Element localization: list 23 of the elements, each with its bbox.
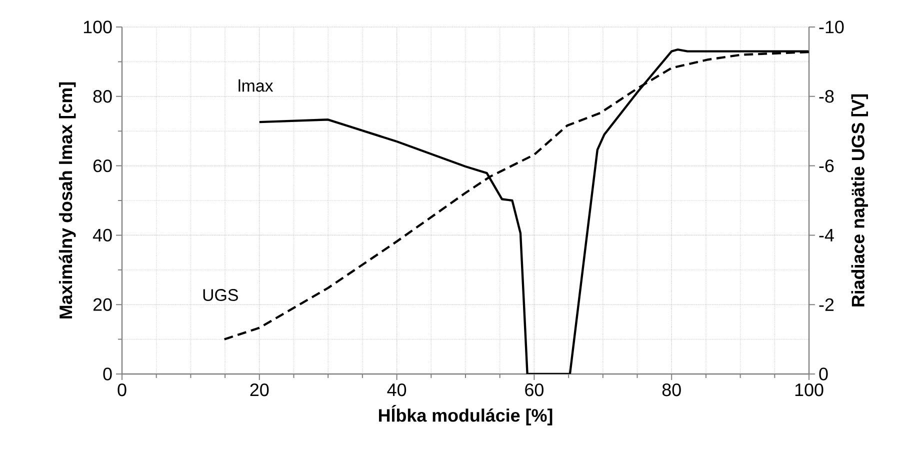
x-tick-label: 20: [250, 383, 269, 396]
y-tick-label: 100: [84, 20, 112, 34]
y2-tick-label: -10: [819, 20, 844, 34]
y-tick-label: 60: [93, 159, 112, 172]
y2-tick-label: -4: [819, 229, 834, 242]
y-tick-label: 80: [93, 90, 112, 103]
x-axis-title: Hĺbka modulácie [%]: [379, 405, 552, 426]
y-axis-title: Maximálny dosah lmax [cm]: [58, 82, 76, 318]
x-tick-label: 0: [118, 383, 126, 396]
y-tick-label: 40: [92, 228, 112, 242]
x-tick-label: 40: [387, 383, 406, 396]
series-label: UGS: [203, 289, 238, 302]
y2-tick-label: -8: [819, 90, 834, 103]
y-tick-label: 0: [103, 368, 112, 380]
y2-tick-label: -2: [819, 298, 834, 311]
y2-tick-label: 0: [819, 368, 828, 380]
x-tick-label: 80: [662, 383, 681, 396]
y-tick-label: 20: [93, 298, 112, 311]
y2-tick-label: -6: [819, 159, 834, 172]
x-tick-label: 60: [525, 383, 544, 396]
y2-axis-title: Riadiace napätie UGS [V]: [851, 94, 868, 306]
x-tick-label: 100: [795, 383, 824, 396]
series-label: lmax: [238, 79, 274, 92]
